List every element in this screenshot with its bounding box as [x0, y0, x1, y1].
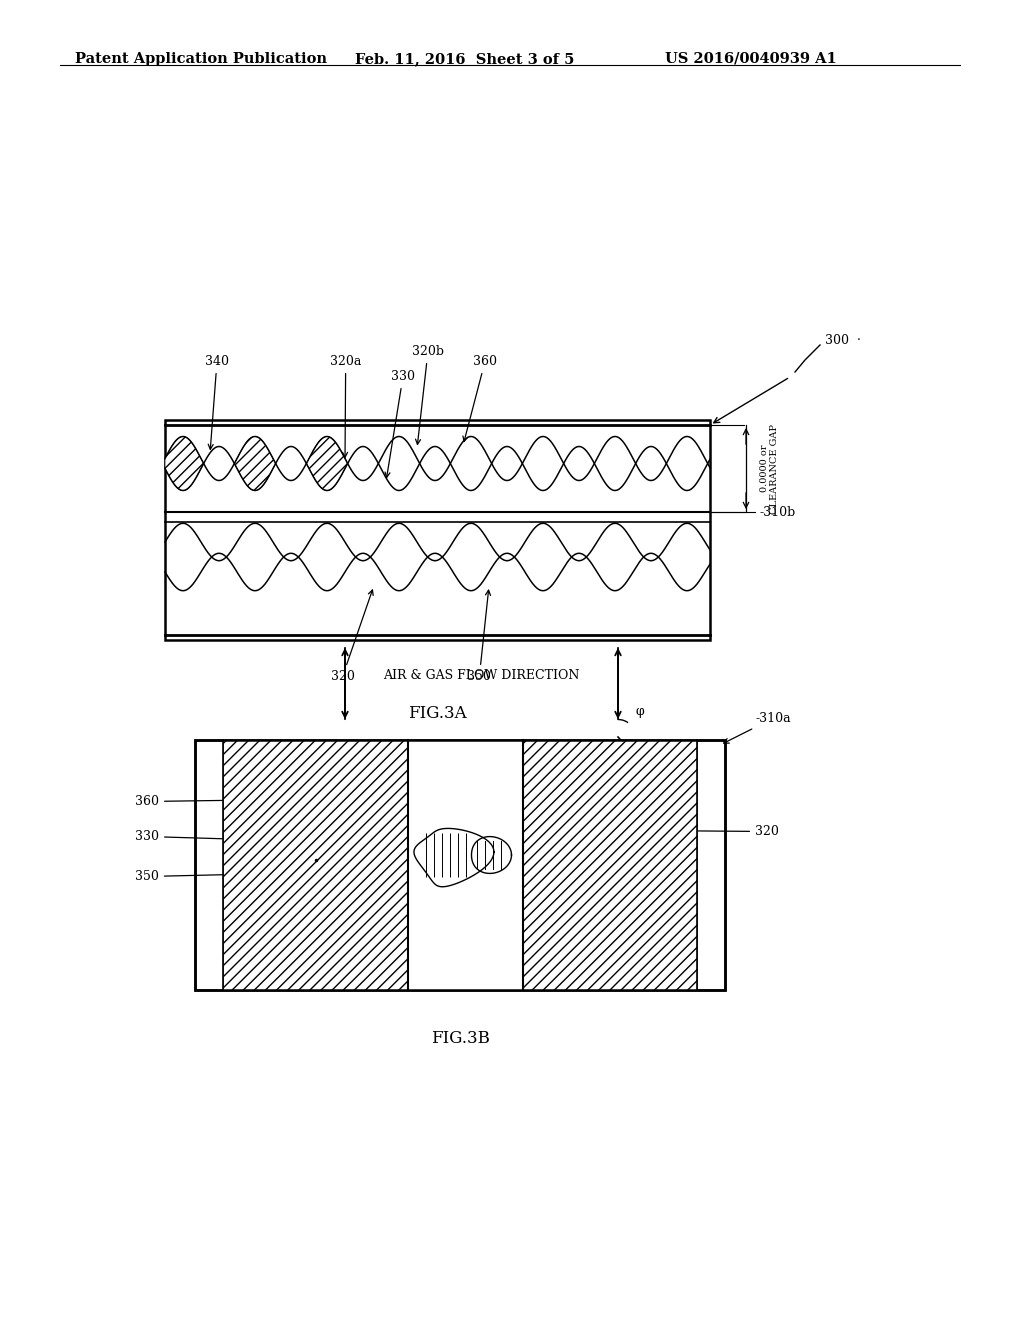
Text: 320: 320 [587, 825, 779, 838]
Polygon shape [307, 437, 347, 491]
Text: 0.0000 or
CLEARANCE GAP: 0.0000 or CLEARANCE GAP [760, 424, 779, 513]
Text: 300  ·: 300 · [825, 334, 861, 346]
Text: Feb. 11, 2016  Sheet 3 of 5: Feb. 11, 2016 Sheet 3 of 5 [355, 51, 574, 66]
Text: 360: 360 [463, 355, 497, 441]
Polygon shape [414, 829, 494, 887]
Text: 320b: 320b [412, 345, 444, 445]
Text: FIG.3B: FIG.3B [430, 1030, 489, 1047]
Text: -310b: -310b [760, 506, 797, 519]
Text: 350: 350 [135, 867, 422, 883]
Bar [195, 741, 725, 990]
Text: -310a: -310a [724, 711, 791, 743]
Polygon shape [234, 437, 275, 491]
Text: 330: 330 [135, 830, 427, 847]
Text: US 2016/0040939 A1: US 2016/0040939 A1 [665, 51, 837, 66]
Text: AIR & GAS FLOW DIRECTION: AIR & GAS FLOW DIRECTION [383, 669, 580, 682]
Bar [523, 741, 697, 990]
Text: FIG.3A: FIG.3A [409, 705, 467, 722]
Polygon shape [165, 437, 203, 491]
Bar [195, 741, 725, 990]
Text: 350: 350 [467, 590, 492, 682]
Text: 360: 360 [135, 795, 249, 808]
Text: 330: 330 [385, 370, 415, 478]
Text: φ: φ [636, 705, 645, 718]
Text: 340: 340 [205, 355, 229, 449]
Bar [165, 420, 710, 640]
Bar [223, 741, 408, 990]
Bar [408, 741, 523, 990]
Polygon shape [471, 837, 512, 874]
Text: 320: 320 [331, 590, 373, 682]
Text: 320a: 320a [330, 355, 361, 457]
Text: Patent Application Publication: Patent Application Publication [75, 51, 327, 66]
